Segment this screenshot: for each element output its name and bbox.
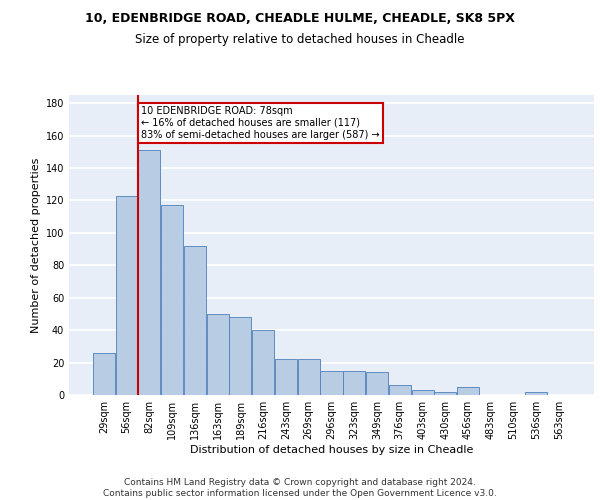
Bar bbox=[343, 370, 365, 395]
Bar bbox=[93, 353, 115, 395]
Bar bbox=[252, 330, 274, 395]
Bar bbox=[412, 390, 434, 395]
Bar bbox=[525, 392, 547, 395]
Bar bbox=[389, 386, 411, 395]
Text: Contains HM Land Registry data © Crown copyright and database right 2024.
Contai: Contains HM Land Registry data © Crown c… bbox=[103, 478, 497, 498]
Bar bbox=[206, 314, 229, 395]
Bar bbox=[161, 206, 183, 395]
Text: 10 EDENBRIDGE ROAD: 78sqm
← 16% of detached houses are smaller (117)
83% of semi: 10 EDENBRIDGE ROAD: 78sqm ← 16% of detac… bbox=[142, 106, 380, 140]
Bar bbox=[298, 360, 320, 395]
Bar bbox=[457, 387, 479, 395]
Text: Size of property relative to detached houses in Cheadle: Size of property relative to detached ho… bbox=[135, 32, 465, 46]
Y-axis label: Number of detached properties: Number of detached properties bbox=[31, 158, 41, 332]
Bar bbox=[184, 246, 206, 395]
Bar bbox=[366, 372, 388, 395]
Bar bbox=[139, 150, 160, 395]
Bar bbox=[116, 196, 138, 395]
Text: 10, EDENBRIDGE ROAD, CHEADLE HULME, CHEADLE, SK8 5PX: 10, EDENBRIDGE ROAD, CHEADLE HULME, CHEA… bbox=[85, 12, 515, 26]
X-axis label: Distribution of detached houses by size in Cheadle: Distribution of detached houses by size … bbox=[190, 444, 473, 454]
Bar bbox=[434, 392, 457, 395]
Bar bbox=[229, 317, 251, 395]
Bar bbox=[320, 370, 343, 395]
Bar bbox=[275, 360, 297, 395]
